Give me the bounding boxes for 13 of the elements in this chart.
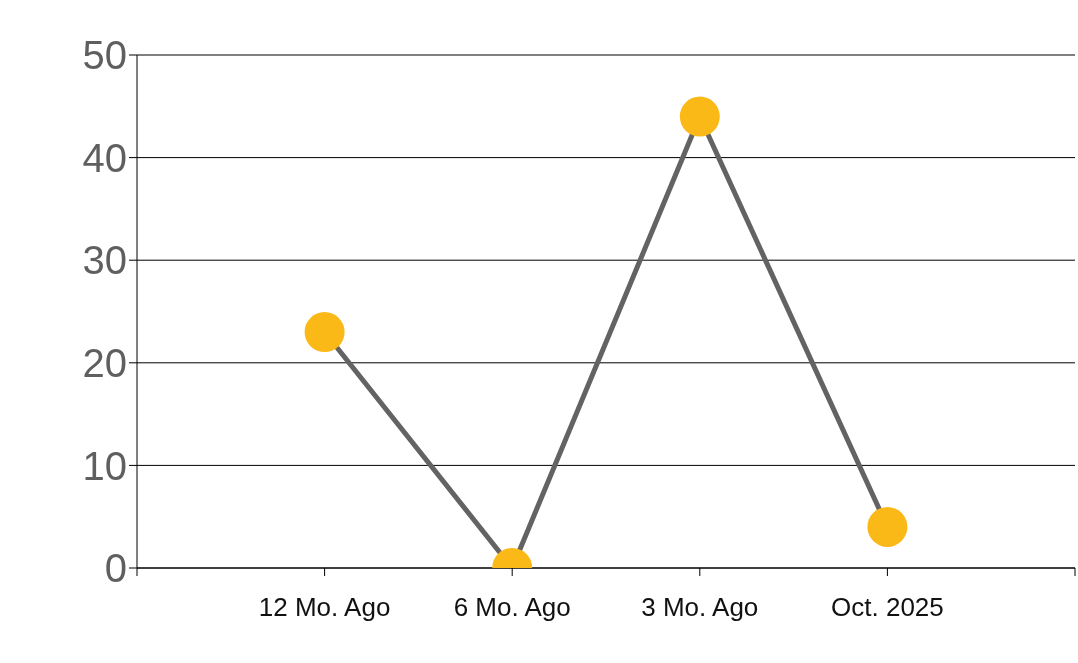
y-tick-label: 10 <box>82 443 127 488</box>
y-tick-label: 30 <box>82 238 127 283</box>
point <box>679 96 720 137</box>
y-tick-label: 0 <box>104 546 127 591</box>
point <box>867 506 908 547</box>
x-tick-label: 6 Mo. Ago <box>453 592 571 623</box>
y-tick-label: 50 <box>82 33 127 78</box>
y-tick-label: 20 <box>82 341 127 385</box>
x-tick-label: 3 Mo. Ago <box>641 592 759 623</box>
x-tick-label: 12 Mo. Ago <box>258 592 391 623</box>
x-tick-label: Oct. 2025 <box>831 592 944 623</box>
y-tick-label: 40 <box>82 135 127 180</box>
point <box>304 312 345 353</box>
